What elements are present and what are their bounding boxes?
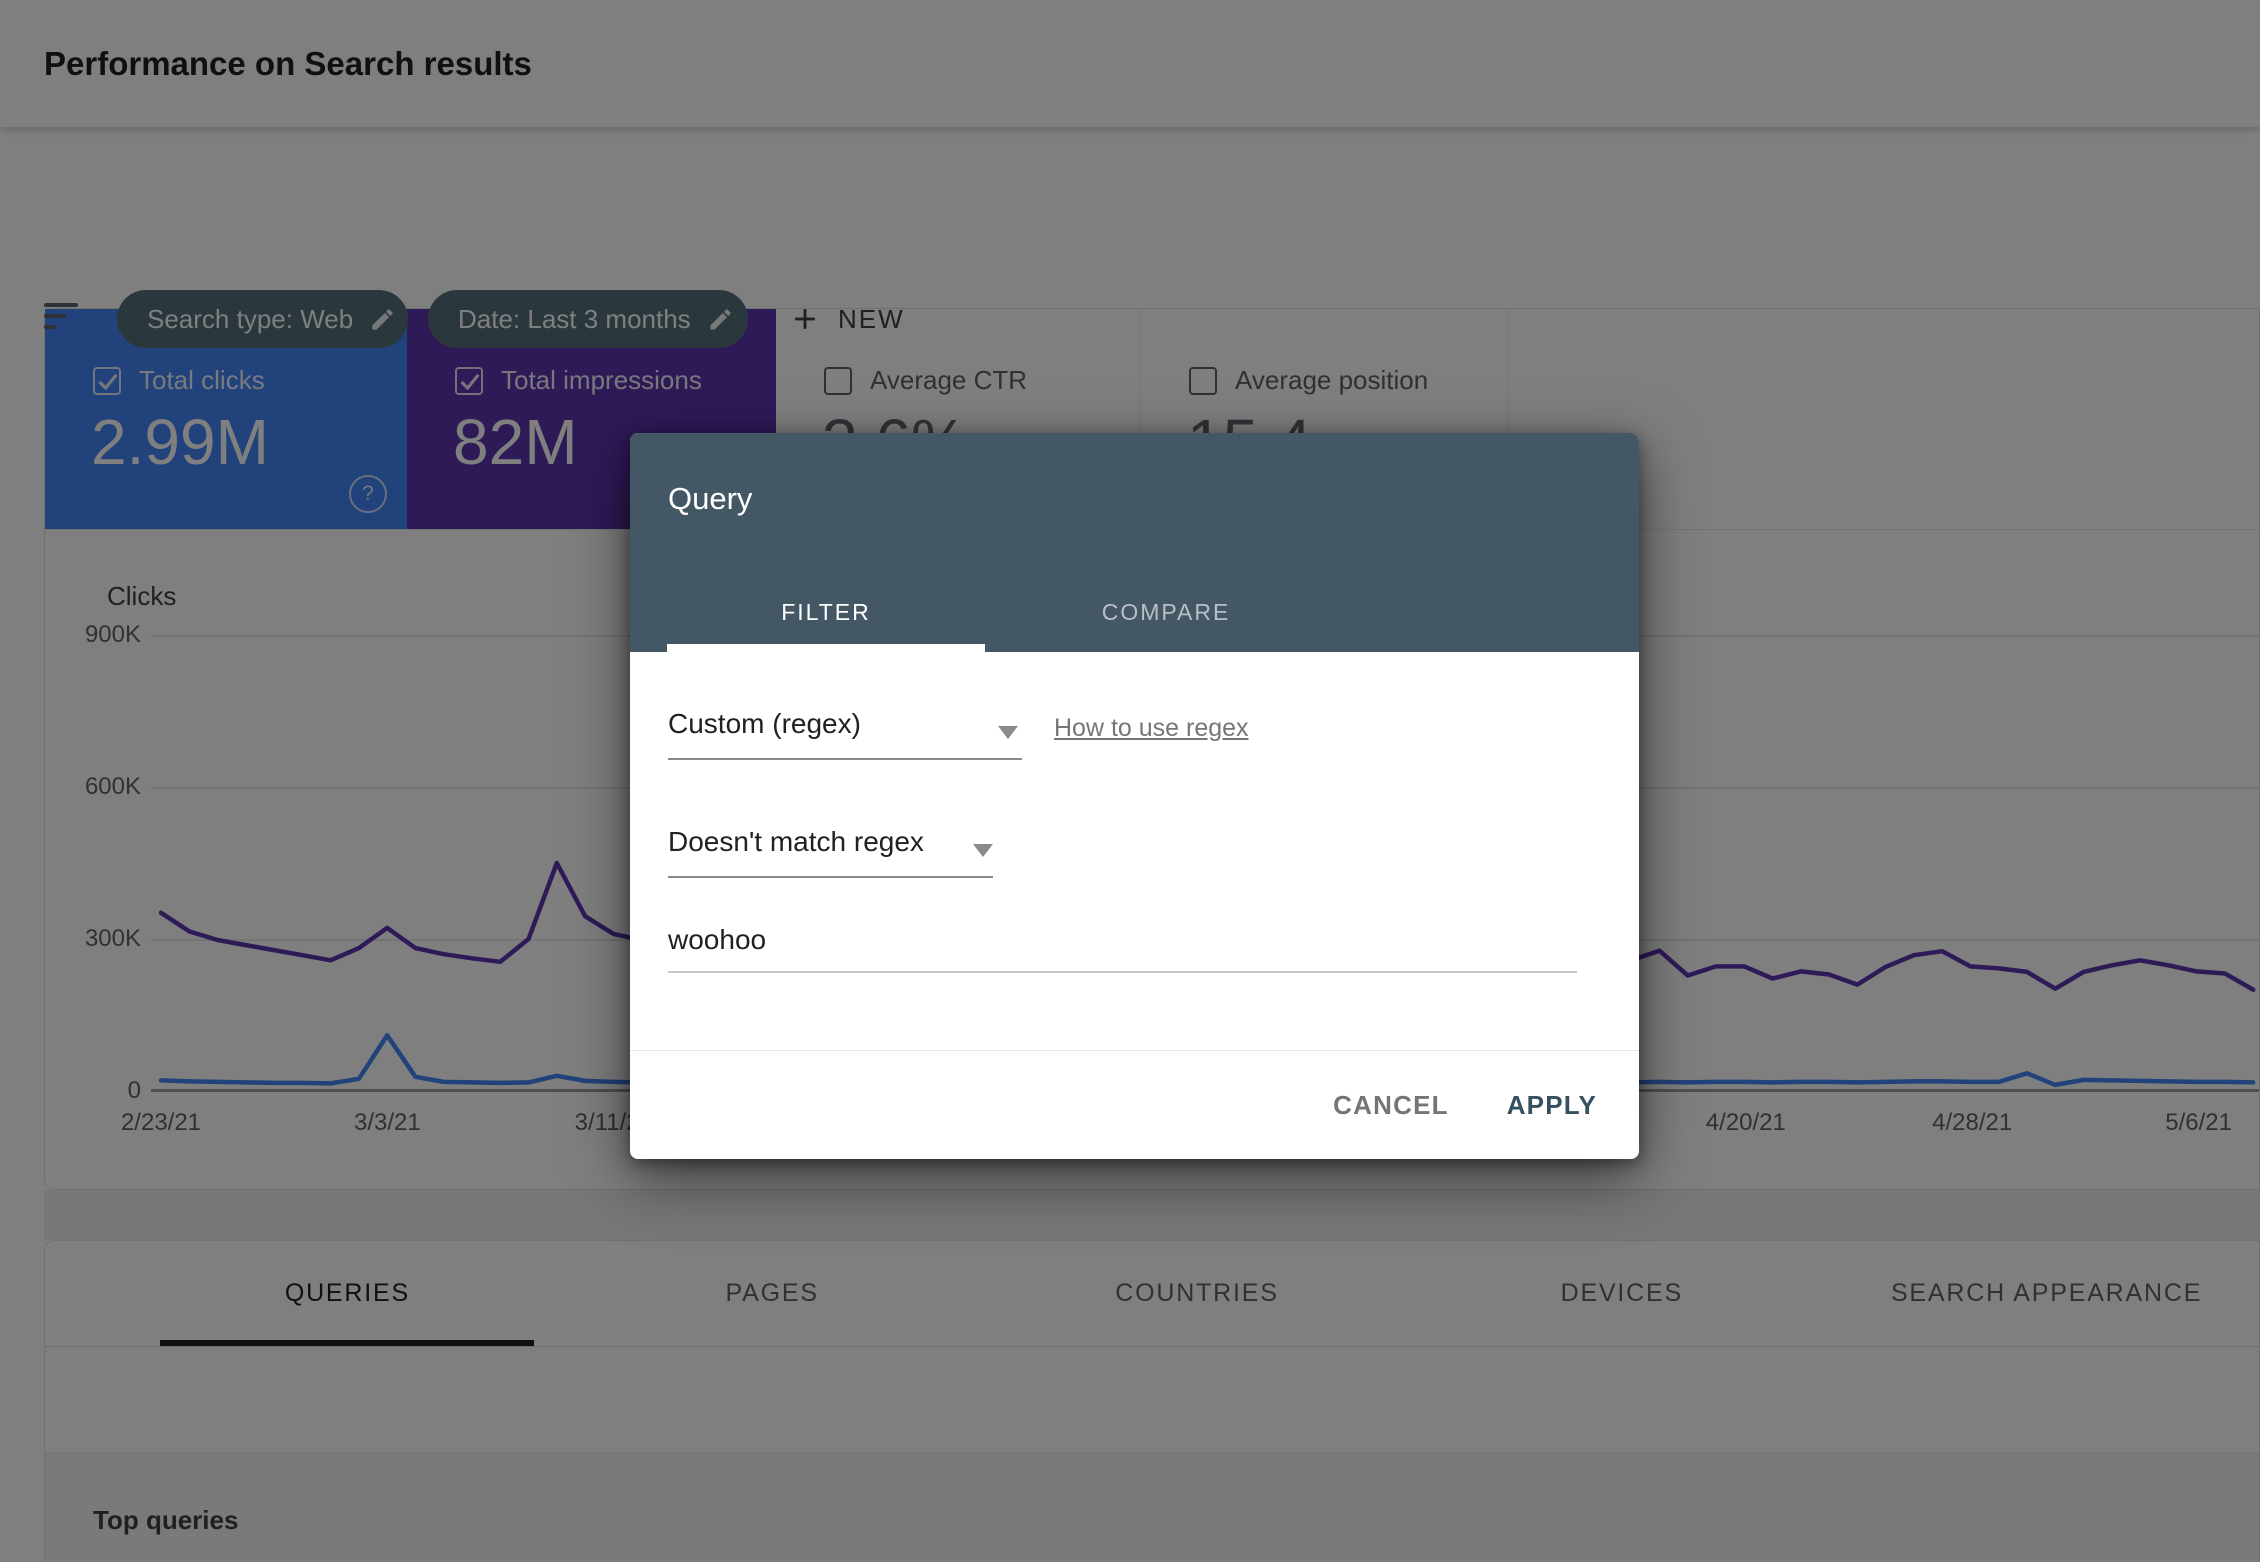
- dialog-tab-label: COMPARE: [1101, 598, 1231, 625]
- filter-type-select[interactable]: Custom (regex): [668, 700, 1022, 760]
- dropdown-arrow-icon: [973, 844, 993, 857]
- filter-type-value: Custom (regex): [668, 708, 861, 739]
- dialog-body: Custom (regex) How to use regex Doesn't …: [630, 652, 1639, 1050]
- dialog-title: Query: [668, 481, 753, 516]
- dialog-tab-filter[interactable]: FILTER: [656, 572, 996, 652]
- dialog-tab-label: FILTER: [781, 598, 871, 625]
- dialog-footer: CANCEL APPLY: [630, 1050, 1639, 1159]
- match-type-value: Doesn't match regex: [668, 826, 924, 857]
- cancel-button[interactable]: CANCEL: [1333, 1089, 1449, 1120]
- apply-button[interactable]: APPLY: [1506, 1089, 1597, 1120]
- dialog-tabs: FILTER COMPARE: [656, 572, 1336, 652]
- dialog-tab-compare[interactable]: COMPARE: [996, 572, 1336, 652]
- dialog-active-tab-indicator: [667, 644, 985, 652]
- dialog-header: Query FILTER COMPARE: [630, 433, 1639, 652]
- dropdown-arrow-icon: [998, 726, 1018, 739]
- regex-query-input[interactable]: woohoo: [668, 912, 1577, 973]
- regex-query-value: woohoo: [668, 924, 767, 955]
- query-filter-dialog: Query FILTER COMPARE Custom (regex) How …: [630, 433, 1639, 1159]
- match-type-select[interactable]: Doesn't match regex: [668, 818, 993, 878]
- regex-help-link[interactable]: How to use regex: [1054, 714, 1249, 742]
